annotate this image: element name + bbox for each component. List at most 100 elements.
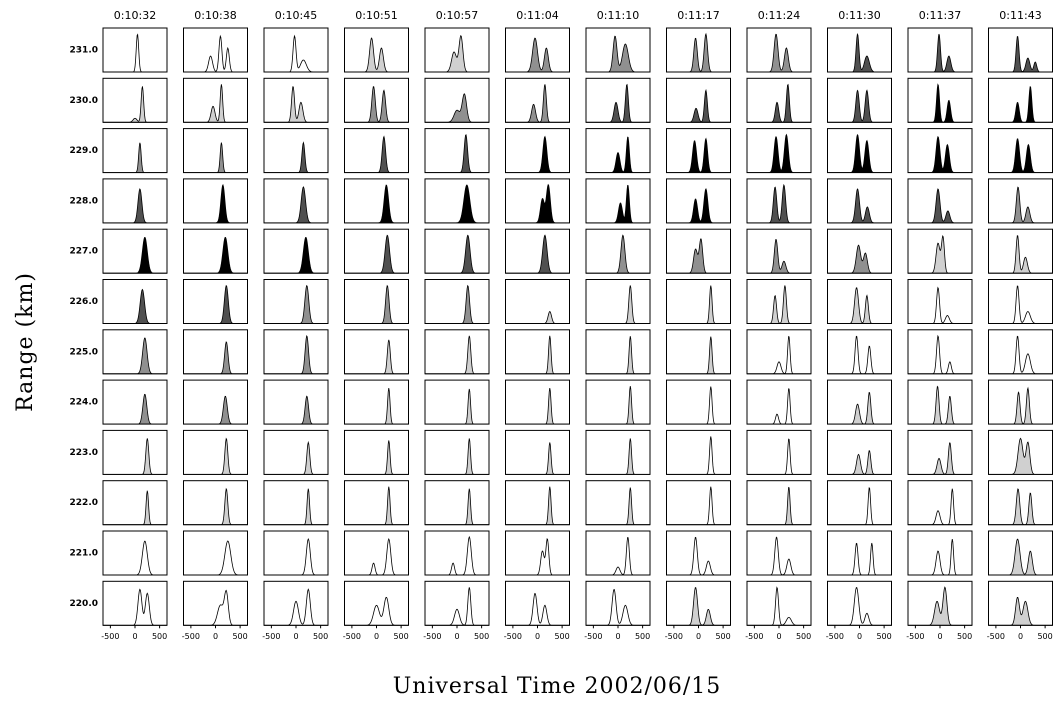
- panel-frame: [183, 429, 248, 475]
- panel-frame: [746, 480, 812, 526]
- panel-frame: [344, 530, 409, 576]
- panel-frame: [344, 27, 409, 73]
- spectrum: [747, 536, 811, 576]
- x-tick-label: 0: [374, 632, 379, 641]
- spectrum: [264, 488, 328, 526]
- spectrum: [908, 235, 972, 274]
- spectrum: [425, 284, 489, 324]
- panel-frame: [424, 279, 490, 324]
- spectrum: [908, 286, 972, 324]
- panel-frame: [827, 329, 892, 375]
- x-tick-label: -500: [665, 632, 683, 641]
- panel-frame: [585, 128, 651, 174]
- panel-frame: [988, 178, 1053, 224]
- x-tick-label: 0: [857, 632, 862, 641]
- spectrum: [505, 183, 570, 224]
- x-tick-label: 500: [474, 632, 489, 641]
- panel-frame: [988, 27, 1053, 73]
- spectrum: [988, 285, 1053, 324]
- spectrum: [908, 538, 972, 576]
- spectrum: [183, 142, 248, 173]
- panel-frame: [505, 128, 570, 174]
- spectrum: [425, 234, 489, 274]
- spectrum: [264, 186, 328, 224]
- panel-frame: [907, 279, 973, 324]
- x-tick-label: 0: [132, 632, 137, 641]
- x-tick-label: 0: [615, 632, 620, 641]
- spectrum: [908, 83, 972, 123]
- spectrum: [505, 442, 570, 475]
- spectrum: [344, 388, 409, 425]
- spectrum: [344, 184, 409, 224]
- panel-frame: [666, 279, 731, 324]
- spectrum: [747, 335, 811, 375]
- panel-frame: [827, 228, 892, 274]
- panel-frame: [666, 228, 731, 274]
- panel-frame: [988, 480, 1053, 526]
- panel-frame: [183, 279, 248, 324]
- x-tick-label: -500: [987, 632, 1005, 641]
- panel-frame: [746, 128, 812, 174]
- spectrum: [505, 84, 570, 123]
- spectrum: [827, 188, 892, 224]
- spectrum: [908, 334, 972, 375]
- panel-frame: [585, 329, 651, 375]
- spectrum: [747, 285, 811, 324]
- spectrum: [103, 236, 167, 274]
- spectrum: [183, 540, 248, 576]
- spectrum: [988, 138, 1053, 173]
- spectrum: [505, 538, 570, 576]
- panel-frame: [344, 178, 409, 224]
- panel-frame: [102, 228, 168, 274]
- spectrum: [505, 335, 570, 375]
- panel-frame: [505, 178, 570, 224]
- spectrum: [747, 438, 811, 475]
- spectrum: [747, 388, 811, 425]
- column-title: 0:11:04: [516, 9, 558, 22]
- x-tick-label: -500: [504, 632, 522, 641]
- panel-frame: [585, 27, 651, 73]
- spectrum: [666, 285, 731, 324]
- panel-frame: [263, 480, 329, 526]
- spectrum: [586, 386, 650, 425]
- panel-frame: [505, 329, 570, 375]
- panel-frame: [183, 228, 248, 274]
- panel-frame: [666, 530, 731, 576]
- spectrum: [666, 188, 731, 224]
- panel-frame: [827, 178, 892, 224]
- x-tick-label: 0: [1018, 632, 1023, 641]
- panel-frame: [585, 228, 651, 274]
- panel-frame: [344, 379, 409, 425]
- panel-frame: [424, 329, 490, 375]
- spectrum: [747, 586, 811, 626]
- spectrum: [827, 487, 892, 526]
- panel-frame: [263, 329, 329, 375]
- column-title: 0:11:30: [838, 9, 880, 22]
- x-tick-label: -500: [101, 632, 119, 641]
- spectrum: [827, 89, 892, 123]
- spectrum: [425, 134, 489, 173]
- row-label: 220.0: [70, 599, 98, 609]
- column-title: 0:11:24: [758, 9, 800, 22]
- row-label: 226.0: [70, 297, 98, 307]
- panel-frame: [424, 128, 490, 174]
- panel-frame: [988, 128, 1053, 174]
- row-label: 222.0: [70, 498, 98, 508]
- panel-frame: [827, 27, 892, 73]
- row-label: 224.0: [70, 398, 98, 408]
- panel-frame: [746, 429, 812, 475]
- spectrum: [747, 83, 811, 123]
- panel-frame: [827, 379, 892, 425]
- spectrum: [988, 235, 1053, 274]
- spectrum: [505, 310, 570, 324]
- panel-frame: [183, 530, 248, 576]
- panel-frame: [263, 228, 329, 274]
- spectrum: [586, 234, 650, 274]
- panel-frame: [102, 279, 168, 324]
- spectrum: [103, 288, 167, 324]
- spectrum: [586, 487, 650, 526]
- spectrum: [827, 287, 892, 324]
- x-tick-label: -500: [584, 632, 602, 641]
- x-tick-label: -500: [826, 632, 844, 641]
- spectrum: [183, 437, 248, 475]
